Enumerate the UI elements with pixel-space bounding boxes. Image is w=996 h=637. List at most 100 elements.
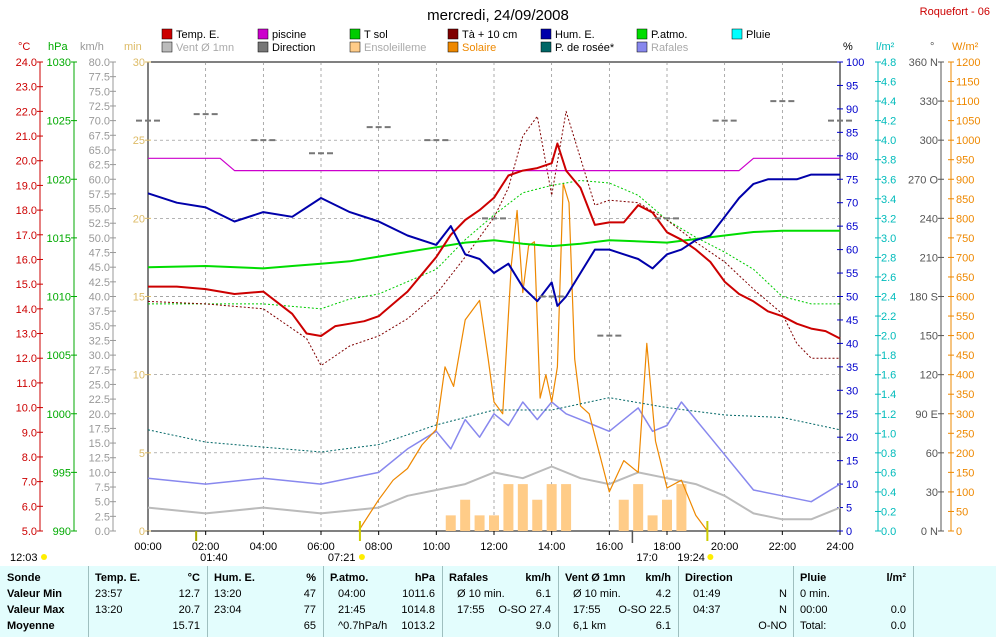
series-line-vent-1mn [147, 465, 841, 521]
time-axis-tick-label: 22:00 [769, 541, 797, 553]
stats-cell-patmo-label: ^0.7hPa/h [338, 620, 388, 632]
axis-unit-humidity: % [843, 41, 853, 53]
wind-axis-tick-label: 7.5 [95, 482, 110, 494]
series-line-hum-e- [147, 173, 840, 307]
wind-axis-tick-label: 10.0 [89, 467, 110, 479]
wind-axis-tick-label: 40.0 [89, 292, 110, 304]
legend-swatch [636, 28, 648, 40]
legend-label: Rafales [651, 42, 689, 54]
solar-axis-tick-label: 350 [956, 389, 974, 401]
time-axis-tick-label: 12:00 [480, 541, 508, 553]
direction-axis-tick-label: 150 [920, 331, 938, 343]
solar-axis-tick-label: 650 [956, 272, 974, 284]
rain-axis-tick-label: 2.2 [881, 311, 896, 323]
rain-axis-tick-label: 0.8 [881, 448, 896, 460]
rain-axis-tick-label: 2.4 [881, 292, 896, 304]
time-axis-tick-label: 14:00 [538, 541, 566, 553]
stats-cell-pluie-label: 0 min. [800, 588, 830, 600]
stats-divider [913, 566, 914, 637]
wind-axis-tick-label: 22.5 [89, 394, 110, 406]
temp-axis-tick-label: 7.0 [22, 477, 37, 489]
pressure-axis-tick-label: 990 [53, 526, 71, 538]
wind-axis-tick-label: 50.0 [89, 233, 110, 245]
stats-header-temp: Temp. E. [95, 572, 141, 584]
wind-axis-tick-label: 5.0 [95, 497, 110, 509]
wind-axis-tick-label: 47.5 [89, 248, 110, 260]
legend-label: Vent Ø 1mn [176, 42, 234, 54]
pressure-axis-tick-label: 1005 [47, 350, 71, 362]
series-line-p-atmo- [147, 229, 840, 270]
wind-axis-tick-label: 65.0 [89, 145, 110, 157]
solar-axis-tick-label: 1100 [956, 96, 980, 108]
humidity-axis-tick-label: 85 [846, 127, 858, 139]
tmin-time: 17:0 [636, 552, 657, 564]
direction-axis-tick-label: 240 [920, 213, 938, 225]
sunrise-icon [358, 554, 365, 560]
temp-axis-tick-label: 14.0 [16, 304, 37, 316]
pressure-axis-tick-label: 1025 [47, 116, 71, 128]
series-line-t-10-cm [147, 110, 840, 367]
stats-divider [558, 566, 559, 637]
wind-axis-tick-label: 42.5 [89, 277, 110, 289]
stats-cell-hum-label: 13:20 [214, 588, 242, 600]
humidity-axis-tick-label: 70 [846, 198, 858, 210]
time-axis-tick-label: 10:00 [423, 541, 451, 553]
legend-label: T sol [364, 29, 388, 41]
stats-cell-pluie-label: Total: [800, 620, 827, 632]
stats-divider [207, 566, 208, 637]
legend-label: Pluie [746, 29, 770, 41]
minutes-axis-tick-label: 25 [133, 135, 145, 147]
axis-unit-pressure: hPa [48, 41, 68, 53]
sunshine-bar [503, 484, 514, 531]
time-axis-tick-label: 00:00 [134, 541, 162, 553]
stats-cell-dir-value: O-NO [758, 620, 787, 632]
axis-unit-temp: °C [18, 41, 30, 53]
stats-cell-temp-label: 13:20 [95, 604, 123, 616]
sunshine-bar [532, 499, 543, 531]
direction-axis-tick-label: 270 O [908, 174, 938, 186]
wind-axis-tick-label: 37.5 [89, 306, 110, 318]
wind-axis-tick-label: 0.0 [95, 526, 110, 538]
stats-cell-patmo-label: 04:00 [338, 588, 366, 600]
moonrise-time: 12:03 [10, 552, 38, 564]
legend-label: P. de rosée* [555, 42, 615, 54]
sunshine-bar [460, 499, 471, 531]
time-axis-tick-label: 04:00 [250, 541, 278, 553]
humidity-axis-tick-label: 10 [846, 479, 858, 491]
stats-cell-temp-value: 20.7 [178, 604, 200, 616]
minutes-axis-tick-label: 10 [133, 370, 145, 382]
wind-axis-tick-label: 72.5 [89, 101, 110, 113]
legend-label: Hum. E. [555, 29, 595, 41]
solar-axis-tick-label: 700 [956, 252, 974, 264]
wind-axis-tick-label: 52.5 [89, 218, 110, 230]
chart-title: mercredi, 24/09/2008 [427, 7, 569, 24]
moonrise-icon [41, 554, 47, 560]
stats-cell-temp-value: 12.7 [178, 588, 200, 600]
rain-axis-tick-label: 0.6 [881, 467, 896, 479]
rain-axis-tick-label: 4.6 [881, 77, 896, 89]
solar-axis-tick-label: 850 [956, 194, 974, 206]
series-line-t-sol [148, 180, 840, 310]
stats-sonde-header: Sonde [7, 572, 41, 584]
sunshine-bar [474, 515, 485, 531]
direction-axis-tick-label: 60 [926, 448, 938, 460]
stats-row-label: Moyenne [7, 620, 55, 632]
legend-label: piscine [272, 29, 306, 41]
sunshine-bar [517, 484, 528, 531]
stats-cell-hum-value: 65 [303, 620, 316, 632]
wind-axis-tick-label: 27.5 [89, 365, 110, 377]
stats-cell-dir-value: N [779, 588, 787, 600]
legend-label: Tà + 10 cm [462, 29, 517, 41]
humidity-axis-tick-label: 80 [846, 151, 858, 163]
sunshine-bar [662, 499, 672, 531]
stats-cell-vent-label: Ø 10 min. [573, 588, 621, 600]
legend-swatch [349, 41, 361, 53]
rain-axis-tick-label: 1.4 [881, 389, 896, 401]
stats-unit-vent: km/h [645, 572, 671, 584]
wind-axis-tick-label: 17.5 [89, 423, 110, 435]
wind-axis-tick-label: 62.5 [89, 160, 110, 172]
wind-axis-tick-label: 70.0 [89, 116, 110, 128]
wind-axis-tick-label: 15.0 [89, 438, 110, 450]
temp-axis-tick-label: 19.0 [16, 180, 37, 192]
stats-cell-pluie-label: 00:00 [800, 604, 828, 616]
